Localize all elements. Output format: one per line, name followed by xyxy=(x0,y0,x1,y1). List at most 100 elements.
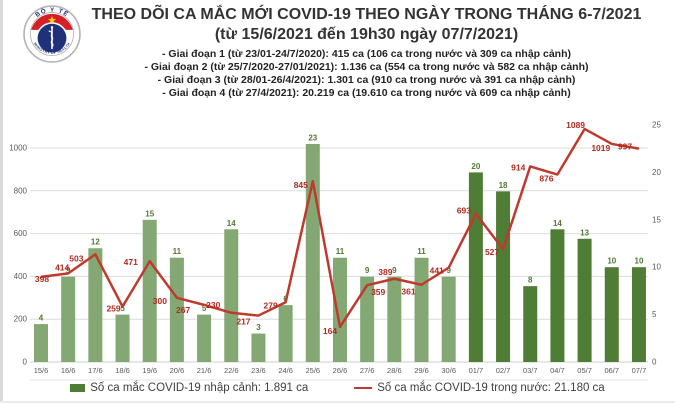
line-value-label: 217 xyxy=(236,317,250,327)
x-tick-label: 02/7 xyxy=(496,366,511,375)
bar-24-6 xyxy=(278,305,293,362)
legend-item-domestic: Số ca mắc COVID-19 trong nước: 21.180 ca xyxy=(354,382,605,394)
chart-legend: Số ca mắc COVID-19 nhập cảnh: 1.891 ca S… xyxy=(0,382,675,394)
x-tick-label: 23/6 xyxy=(251,366,266,375)
bar-value-label: 11 xyxy=(417,247,426,256)
bar-value-label: 13 xyxy=(580,228,589,237)
line-value-label: 361 xyxy=(401,287,415,297)
bar-26-6 xyxy=(332,257,347,362)
x-tick-label: 28/6 xyxy=(387,366,402,375)
line-value-label: 503 xyxy=(69,253,83,263)
x-tick-label: 15/6 xyxy=(34,366,49,375)
x-tick-label: 24/6 xyxy=(278,366,293,375)
rod-knob xyxy=(50,26,54,29)
x-tick-label: 16/6 xyxy=(61,366,76,375)
line-value-label: 914 xyxy=(511,162,525,172)
line-value-label: 389 xyxy=(378,267,392,277)
bar-21-6 xyxy=(197,314,212,362)
bar-value-label: 5 xyxy=(120,304,125,313)
x-tick-label: 03/7 xyxy=(523,366,538,375)
x-tick-label: 29/6 xyxy=(414,366,429,375)
bar-02-7 xyxy=(496,191,511,362)
bar-27-6 xyxy=(360,276,375,362)
y-axis-left-label: 600 xyxy=(14,229,28,238)
x-tick-label: 06/7 xyxy=(604,366,619,375)
line-value-label: 1089 xyxy=(566,120,585,130)
bar-value-label: 5 xyxy=(202,304,207,313)
bar-value-label: 14 xyxy=(227,219,236,228)
bar-value-label: 9 xyxy=(66,266,71,275)
bar-value-label: 14 xyxy=(553,219,562,228)
page-subtitle: (từ 15/6/2021 đến 19h30 ngày 07/7/2021) xyxy=(214,26,519,43)
page-title: THEO DÕI CA MẮC MỚI COVID-19 THEO NGÀY T… xyxy=(91,6,642,23)
bar-28-6 xyxy=(387,276,402,362)
y-axis-left-label: 200 xyxy=(14,315,28,324)
x-tick-label: 18/6 xyxy=(115,366,130,375)
line-value-label: 230 xyxy=(206,300,220,310)
logo-star-icon xyxy=(47,15,57,24)
phase-2-note: - Giai đoạn 2 (từ 25/7/2020-27/01/2021):… xyxy=(144,61,589,73)
line-value-label: 845 xyxy=(294,180,308,190)
line-series xyxy=(40,127,640,329)
line-value-label: 164 xyxy=(323,326,337,336)
line-value-label: 876 xyxy=(539,174,553,184)
y-axis-right-label: 5 xyxy=(652,310,657,319)
x-tick-label: 19/6 xyxy=(142,366,157,375)
bar-value-label: 12 xyxy=(91,238,100,247)
y-axis-right-label: 15 xyxy=(652,215,661,224)
moh-logo: BỘ Y TẾ MINISTRY OF HEALTH xyxy=(23,5,81,63)
bar-16-6 xyxy=(61,276,76,362)
bar-value-label: 11 xyxy=(173,247,182,256)
phase-3-note: - Giai đoạn 3 (từ 28/01-26/4/2021): 1.30… xyxy=(157,74,576,86)
bar-value-label: 20 xyxy=(471,162,480,171)
bar-22-6 xyxy=(224,229,239,362)
line-value-label: 527 xyxy=(485,247,499,257)
y-axis-left-label: 800 xyxy=(14,186,28,195)
y-axis-left-label: 0 xyxy=(23,358,28,367)
bar-value-label: 23 xyxy=(308,133,317,142)
phase-notes: - Giai đoạn 1 (từ 23/01-24/7/2020): 415 … xyxy=(58,48,675,100)
bar-value-label: 9 xyxy=(446,266,451,275)
line-value-label: 359 xyxy=(371,287,385,297)
y-axis-right-label: 10 xyxy=(652,263,661,272)
bar-03-7 xyxy=(523,286,538,362)
line-value-label: 997 xyxy=(618,142,632,152)
bar-06-7 xyxy=(604,267,619,362)
x-tick-label: 07/7 xyxy=(632,366,647,375)
line-value-label: 267 xyxy=(176,305,190,315)
legend-imported-label: Số ca mắc COVID-19 nhập cảnh: 1.891 ca xyxy=(90,382,309,394)
line-value-label: 398 xyxy=(35,274,49,284)
bar-value-label: 4 xyxy=(39,314,44,323)
bar-value-label: 8 xyxy=(528,276,533,285)
bar-value-label: 3 xyxy=(256,323,261,332)
bar-value-label: 9 xyxy=(365,266,370,275)
bar-07-7 xyxy=(631,267,646,362)
bar-value-label: 10 xyxy=(635,257,644,266)
line-value-label: 471 xyxy=(124,257,138,267)
x-tick-label: 05/7 xyxy=(577,366,592,375)
bar-23-6 xyxy=(251,333,266,362)
x-tick-label: 01/7 xyxy=(469,366,484,375)
line-value-label: 441 xyxy=(430,266,444,276)
bar-18-6 xyxy=(115,314,130,362)
bar-value-label: 9 xyxy=(392,266,397,275)
x-tick-label: 27/6 xyxy=(360,366,375,375)
y-axis-right-label: 25 xyxy=(652,121,661,130)
bar-15-6 xyxy=(34,324,48,362)
x-tick-label: 26/6 xyxy=(333,366,348,375)
bar-value-label: 11 xyxy=(336,247,345,256)
bar-01-7 xyxy=(468,172,483,362)
bar-value-label: 18 xyxy=(499,181,508,190)
x-tick-label: 25/6 xyxy=(305,366,320,375)
y-axis-left-label: 400 xyxy=(14,272,28,281)
snake-icon xyxy=(48,30,54,48)
y-axis-right-label: 0 xyxy=(652,358,657,367)
bar-25-6 xyxy=(305,143,320,362)
bar-series-swatch xyxy=(70,384,86,392)
x-tick-label: 22/6 xyxy=(224,366,239,375)
header: THEO DÕI CA MẮC MỚI COVID-19 THEO NGÀY T… xyxy=(58,5,675,100)
x-tick-label: 21/6 xyxy=(197,366,212,375)
bar-17-6 xyxy=(88,248,103,362)
